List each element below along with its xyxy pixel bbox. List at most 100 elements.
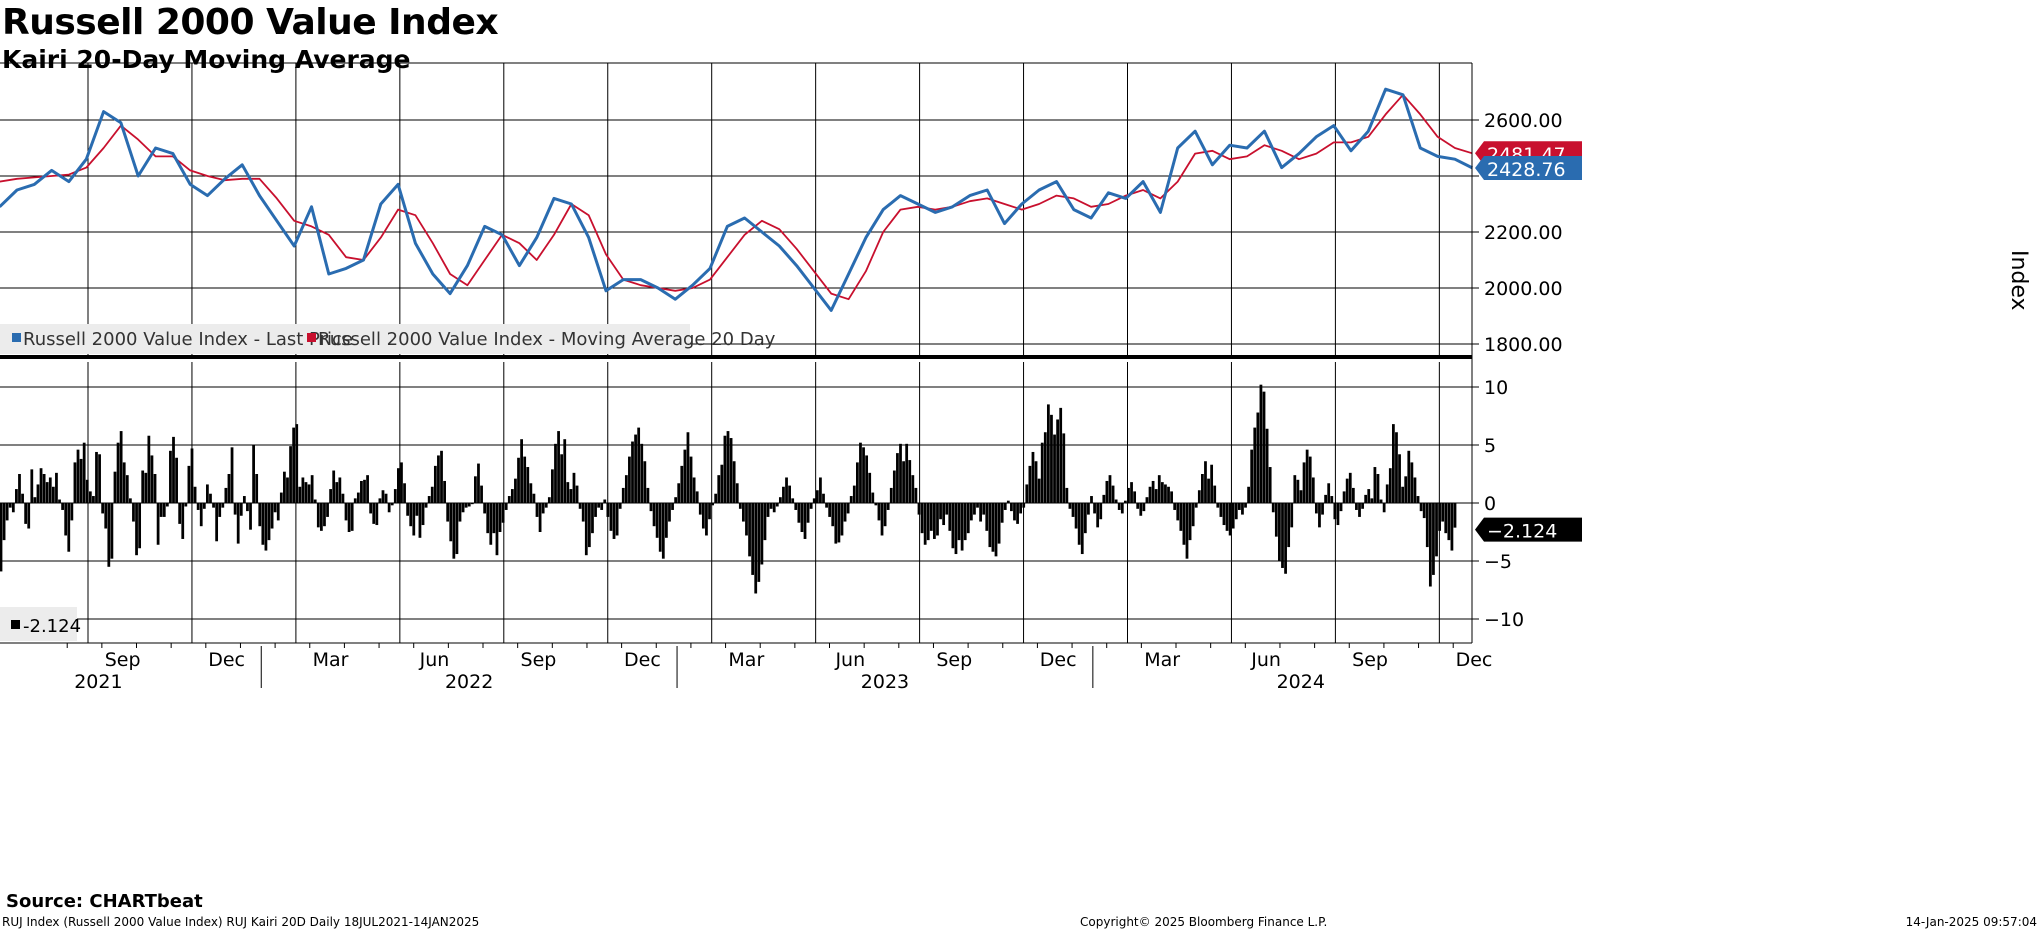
kairi-bar	[227, 474, 231, 503]
kairi-bar	[945, 503, 949, 515]
kairi-bar	[298, 486, 302, 503]
kairi-bar	[33, 497, 37, 503]
kairi-bar	[437, 455, 440, 503]
chart-title: Russell 2000 Value Index	[2, 2, 499, 43]
x-month-label: Jun	[419, 649, 450, 671]
kairi-bar	[501, 503, 505, 523]
y-axis-label: Index	[2006, 250, 2031, 311]
kairi-bar	[1056, 419, 1059, 503]
kairi-bar	[209, 493, 212, 503]
legend-swatch-kairi	[11, 620, 20, 629]
kairi-bar	[1204, 461, 1207, 503]
kairi-bar	[446, 503, 450, 522]
kairi-bar	[541, 503, 545, 514]
kairi-bar	[1259, 384, 1263, 503]
kairi-bar	[467, 503, 471, 507]
kairi-bar	[649, 503, 653, 512]
kairi-bar	[147, 435, 151, 503]
kairi-bar	[1133, 491, 1137, 503]
kairi-bar	[896, 453, 899, 503]
kairi-bar	[55, 472, 58, 503]
y-tick-label-upper: 2200.00	[1484, 222, 1563, 244]
kairi-bar	[470, 503, 474, 505]
kairi-bar	[788, 485, 791, 503]
y-tick-label-lower: −10	[1484, 609, 1524, 631]
kairi-bar	[973, 503, 976, 515]
kairi-bar	[1419, 503, 1423, 512]
kairi-bar	[923, 503, 927, 545]
axes: 1800.00 2000.00 2200.00 2600.00 −10 −5 0 5 10 Ind…	[0, 63, 2031, 693]
kairi-bar	[889, 487, 893, 503]
kairi-bar	[1311, 477, 1315, 503]
kairi-bar	[1185, 503, 1189, 559]
kairi-bar	[1361, 503, 1364, 509]
kairi-bar	[677, 483, 681, 503]
kairi-bar	[1314, 503, 1318, 514]
kairi-bar	[1034, 461, 1038, 503]
kairi-bar	[64, 503, 68, 536]
kairi-bar	[1342, 491, 1346, 503]
kairi-bar	[289, 446, 292, 503]
kairi-bar	[356, 492, 360, 503]
x-year-label: 2024	[1277, 671, 1325, 693]
x-month-label: Mar	[313, 649, 349, 671]
kairi-bar	[723, 435, 727, 503]
kairi-bar	[390, 503, 394, 506]
kairi-bar	[286, 477, 289, 503]
kairi-bar	[969, 503, 973, 521]
kairi-bar	[252, 445, 255, 503]
kairi-bar	[1333, 503, 1337, 520]
kairi-last-value-text: −2.124	[1487, 521, 1557, 543]
kairi-bar	[313, 499, 317, 503]
kairi-bar	[1241, 503, 1244, 515]
kairi-bar	[276, 503, 280, 521]
kairi-bar	[782, 486, 785, 503]
kairi-bar	[1065, 487, 1069, 503]
kairi-bar	[825, 503, 828, 508]
kairi-bar	[122, 462, 126, 503]
kairi-bar	[735, 483, 739, 503]
kairi-bar	[1444, 503, 1448, 534]
y-tick-label-lower: 5	[1484, 435, 1496, 457]
x-year-label: 2021	[74, 671, 122, 693]
kairi-bar	[412, 503, 416, 536]
kairi-bar	[1401, 486, 1405, 503]
kairi-bar	[865, 455, 869, 503]
last-price-line	[0, 87, 1473, 312]
kairi-bar	[994, 503, 998, 557]
kairi-bar	[452, 503, 456, 559]
kairi-bar	[1407, 450, 1411, 503]
kairi-bar	[61, 503, 64, 510]
kairi-bar	[1262, 391, 1266, 503]
kairi-bar	[1355, 503, 1358, 510]
kairi-bar	[1364, 494, 1368, 503]
kairi-bar	[58, 499, 61, 503]
kairi-bar	[960, 503, 964, 551]
y-tick-label-lower: 10	[1484, 377, 1508, 399]
kairi-bar	[1062, 433, 1066, 503]
kairi-bar	[1216, 503, 1220, 508]
kairi-bar	[621, 487, 625, 503]
kairi-bar	[1435, 503, 1438, 557]
kairi-bar	[929, 503, 933, 531]
kairi-bar	[104, 503, 108, 529]
kairi-bar	[397, 468, 400, 503]
kairi-bar	[24, 503, 28, 524]
kairi-bar	[603, 499, 607, 503]
kairi-bar	[957, 503, 961, 541]
kairi-bar	[1170, 491, 1173, 503]
y-tick-label-lower: 0	[1484, 493, 1496, 515]
kairi-bar	[732, 461, 736, 503]
kairi-bar	[920, 503, 924, 534]
kairi-bar	[1077, 503, 1081, 545]
kairi-bar	[800, 503, 804, 532]
kairi-bar	[292, 427, 296, 503]
kairi-bar	[1037, 478, 1041, 503]
kairi-bar	[1083, 503, 1087, 534]
kairi-bar	[440, 450, 443, 503]
kairi-bar	[1398, 454, 1401, 503]
kairi-bar	[1382, 503, 1386, 513]
kairi-bar	[190, 448, 194, 503]
kairi-bar	[714, 493, 718, 503]
kairi-bar	[326, 503, 329, 517]
